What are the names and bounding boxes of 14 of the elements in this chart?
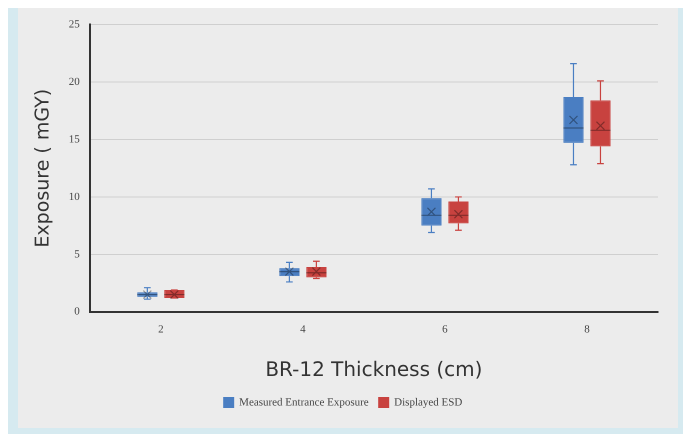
- x-tick-label: 2: [158, 323, 164, 336]
- legend-label: Displayed ESD: [394, 396, 462, 408]
- x-tick-label: 8: [584, 323, 590, 336]
- y-tick-label: 20: [68, 76, 80, 88]
- legend-label: Measured Entrance Exposure: [239, 396, 369, 408]
- y-tick-label: 10: [68, 190, 80, 203]
- y-axis-title: Exposure ( mGY): [31, 88, 54, 248]
- y-tick-label: 0: [74, 306, 80, 318]
- y-tick-label: 25: [68, 18, 80, 30]
- x-tick-label: 4: [300, 323, 306, 336]
- x-axis-title: BR-12 Thickness (cm): [265, 357, 482, 382]
- y-tick-label: 15: [68, 133, 80, 146]
- x-tick-label: 6: [442, 323, 448, 336]
- y-tick-label: 5: [74, 248, 80, 260]
